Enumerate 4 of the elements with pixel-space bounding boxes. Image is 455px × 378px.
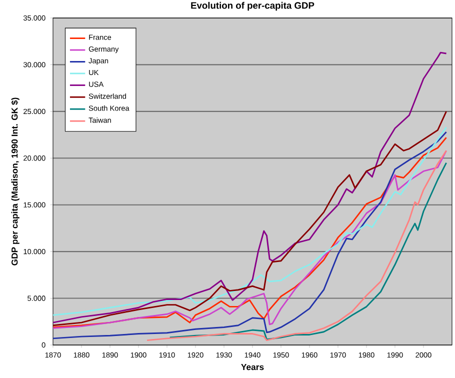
x-axis-title: Years [241, 364, 264, 370]
y-axis-title: GDP per capita (Madison, 1990 Int. GK $) [11, 98, 20, 266]
line-series [53, 52, 448, 324]
chart-title: Evolution of per-capita GDP [191, 2, 314, 11]
